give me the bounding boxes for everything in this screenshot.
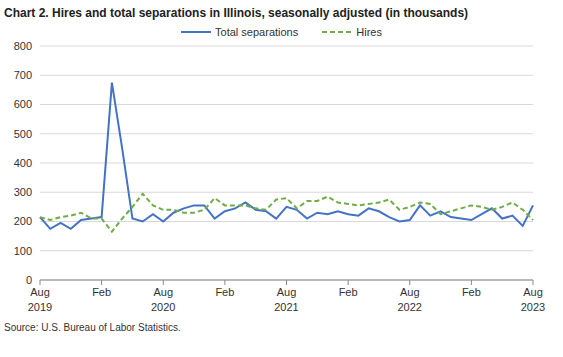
svg-text:700: 700 <box>14 69 32 81</box>
html-text:Source: U.S. Bureau of Labor S: Source: U.S. Bureau of Labor Statistics. <box>4 322 181 333</box>
svg-text:Aug2023: Aug2023 <box>521 286 545 313</box>
svg-text:800: 800 <box>14 40 32 52</box>
svg-text:Aug2022: Aug2022 <box>398 286 422 313</box>
svg-text:100: 100 <box>14 245 32 257</box>
svg-text:Aug2021: Aug2021 <box>274 286 298 313</box>
svg-text:300: 300 <box>14 186 32 198</box>
html-text:Chart 2. Hires and total separ: Chart 2. Hires and total separations in … <box>4 6 469 20</box>
html-text:Total separations: Total separations <box>215 26 299 38</box>
svg-text:600: 600 <box>14 98 32 110</box>
svg-text:Feb: Feb <box>92 286 111 298</box>
svg-text:200: 200 <box>14 215 32 227</box>
html-text:Hires: Hires <box>356 26 382 38</box>
svg-text:500: 500 <box>14 128 32 140</box>
svg-text:Feb: Feb <box>215 286 234 298</box>
svg-text:Feb: Feb <box>339 286 358 298</box>
svg-text:Feb: Feb <box>462 286 481 298</box>
svg-text:Aug2020: Aug2020 <box>151 286 175 313</box>
svg-text:0: 0 <box>26 274 32 286</box>
svg-text:400: 400 <box>14 157 32 169</box>
svg-text:Aug2019: Aug2019 <box>28 286 52 313</box>
